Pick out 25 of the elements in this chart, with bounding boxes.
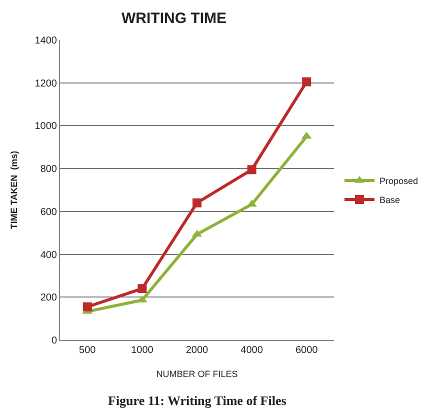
- x-tick-label: 4000: [240, 345, 264, 356]
- y-tick-label: 1400: [34, 36, 58, 46]
- caption: Figure 11: Writing Time of Files: [108, 393, 286, 408]
- legend-label: Proposed: [379, 176, 418, 186]
- x-tick-label: 1000: [131, 345, 154, 356]
- y-tick-label: 1000: [34, 121, 58, 132]
- y-tick-label: 800: [40, 164, 58, 176]
- point: [247, 165, 256, 174]
- x-axis-title: NUMBER OF FILES: [156, 368, 238, 379]
- y-tick-label: 1200: [34, 78, 58, 90]
- point: [192, 198, 202, 208]
- point: [82, 302, 92, 312]
- y-tick-label: 200: [40, 292, 58, 304]
- x-tick-label: 500: [79, 345, 96, 356]
- x-tick-label: 2000: [186, 345, 209, 356]
- point: [302, 77, 312, 86]
- point: [138, 284, 147, 294]
- y-axis-title: TIME TAKEN (ms): [9, 150, 20, 230]
- x-tick-label: 6000: [295, 345, 318, 356]
- y-tick-label: 600: [40, 206, 58, 218]
- chart-title: WRITING TIME: [122, 10, 226, 28]
- y-tick-label: 0: [51, 336, 58, 346]
- legend-label: Base: [379, 195, 400, 206]
- y-tick-label: 400: [40, 250, 58, 261]
- point: [246, 200, 257, 207]
